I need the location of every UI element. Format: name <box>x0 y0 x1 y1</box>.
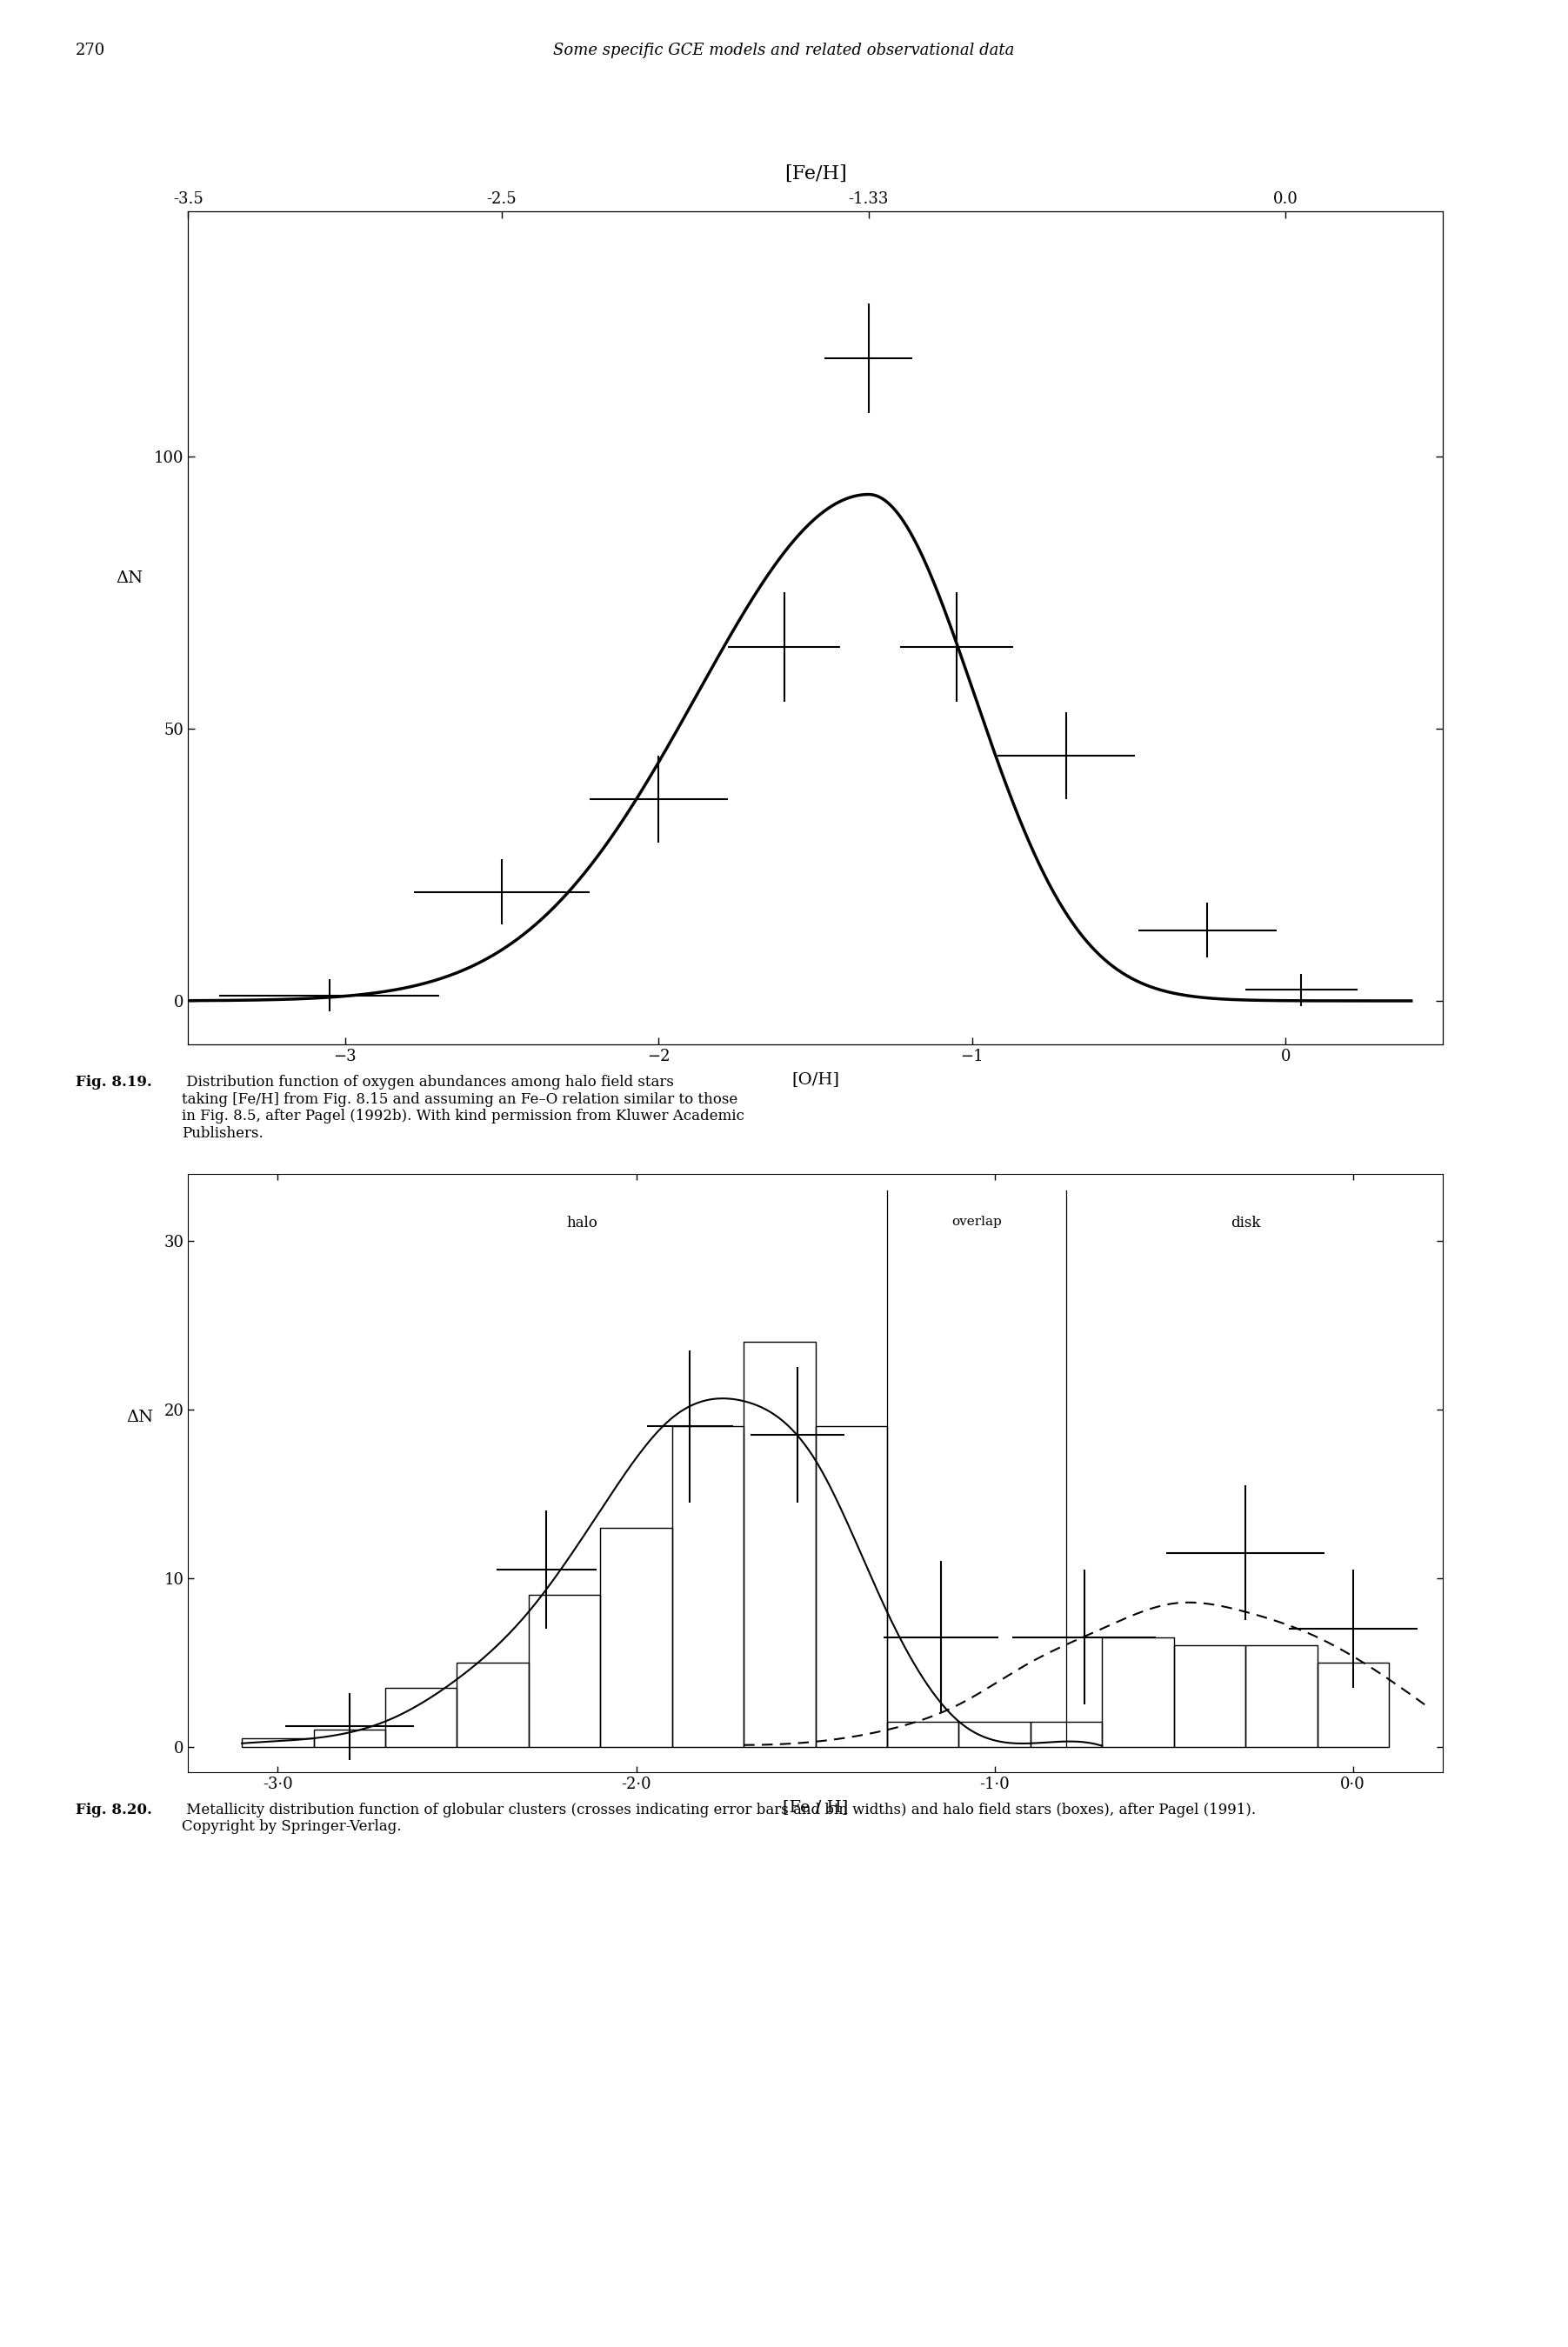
Text: Metallicity distribution function of globular clusters (crosses indicating error: Metallicity distribution function of glo… <box>182 1802 1256 1835</box>
Bar <box>601 1528 673 1746</box>
Bar <box>456 1662 528 1746</box>
X-axis label: [O/H]: [O/H] <box>792 1073 839 1087</box>
Bar <box>887 1720 958 1746</box>
Text: overlap: overlap <box>952 1216 1002 1227</box>
Bar <box>958 1720 1030 1746</box>
Text: Fig. 8.19.: Fig. 8.19. <box>75 1075 152 1089</box>
Text: halo: halo <box>566 1216 597 1230</box>
Text: Distribution function of oxygen abundances among halo field stars
taking [Fe/H] : Distribution function of oxygen abundanc… <box>182 1075 745 1141</box>
Text: Some specific GCE models and related observational data: Some specific GCE models and related obs… <box>554 42 1014 59</box>
Bar <box>673 1427 743 1746</box>
Bar <box>241 1739 314 1746</box>
Bar <box>528 1596 601 1746</box>
Bar <box>1174 1645 1245 1746</box>
Bar <box>815 1427 887 1746</box>
Y-axis label: ΔN: ΔN <box>116 570 143 587</box>
Y-axis label: ΔN: ΔN <box>127 1408 154 1425</box>
Bar <box>1317 1662 1389 1746</box>
X-axis label: [Fe / H]: [Fe / H] <box>782 1800 848 1814</box>
Bar <box>743 1342 815 1746</box>
Bar <box>1030 1720 1102 1746</box>
Bar <box>314 1730 386 1746</box>
Text: 270: 270 <box>75 42 105 59</box>
Bar <box>1245 1645 1317 1746</box>
Bar <box>1102 1638 1174 1746</box>
Bar <box>386 1687 456 1746</box>
Text: disk: disk <box>1231 1216 1261 1230</box>
Text: Fig. 8.20.: Fig. 8.20. <box>75 1802 152 1817</box>
X-axis label: [Fe/H]: [Fe/H] <box>784 164 847 183</box>
